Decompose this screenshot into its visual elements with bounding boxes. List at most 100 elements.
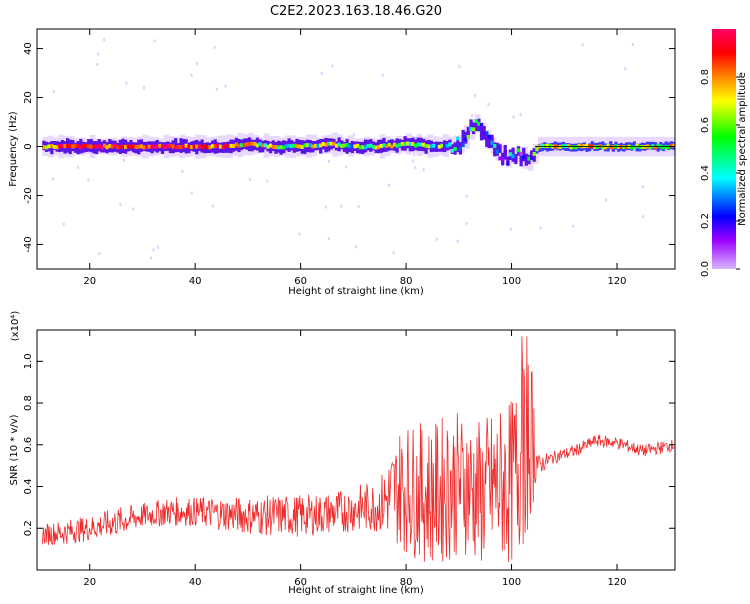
spectrogram-cell — [590, 144, 594, 148]
spectrogram-band — [585, 144, 589, 152]
spectrogram-speck — [422, 168, 425, 172]
spectrogram-cell — [332, 141, 336, 146]
spectrogram-cell — [511, 154, 515, 159]
spectrogram-cell — [387, 142, 391, 147]
spectrogram-cell — [189, 145, 194, 149]
spectrogram-speck — [125, 81, 128, 85]
spectrogram-speck — [298, 232, 301, 236]
spectrogram-cell — [664, 145, 668, 150]
spectrogram-speck — [157, 245, 160, 249]
spectrogram-cell — [102, 143, 107, 148]
spectrogram-cell — [44, 145, 49, 150]
spectrogram-cell — [261, 143, 265, 148]
spectrogram-speck — [539, 226, 542, 230]
spectrogram-cell — [137, 144, 141, 149]
spectrogram-cell — [427, 144, 431, 149]
spectrogram-cell — [569, 145, 573, 150]
spectrogram-cell — [553, 144, 557, 148]
spectrogram-band — [522, 147, 526, 162]
spectrogram-cell — [603, 145, 608, 150]
spectrogram-speck — [572, 224, 575, 228]
colorbar-tick-label: 0.2 — [700, 213, 711, 229]
spectrogram-speck — [509, 227, 512, 231]
spectrogram-cell — [221, 145, 225, 150]
spectrogram-cell — [482, 131, 486, 135]
y-tick-label: 1.0 — [23, 353, 34, 369]
spectrogram-cell — [155, 144, 159, 149]
spectrogram-cell — [118, 145, 122, 149]
spectrogram-cell — [147, 144, 151, 149]
spectrogram-cell — [448, 142, 452, 147]
spectrogram-cell — [92, 144, 96, 149]
snr-panel: 20 40 60 80 100 120 0.2 0.4 0.6 0.8 1.0 Height of … — [9, 311, 676, 596]
spectrogram-cell — [487, 134, 492, 139]
spectrogram-cell — [300, 145, 304, 149]
spectrogram-cell — [200, 145, 204, 150]
spectrogram-speck — [96, 63, 99, 66]
spectrogram-cell — [73, 143, 78, 148]
spectrogram-speck — [52, 90, 55, 94]
spectrogram-cell — [530, 155, 534, 160]
spectrogram-cell — [205, 145, 209, 150]
spectrogram-cell — [374, 145, 378, 150]
spectrogram-cell — [395, 143, 399, 148]
colorbar-tick-label: 0.6 — [700, 117, 711, 133]
spectrogram-cell — [226, 144, 231, 149]
spectrogram-cell — [150, 144, 154, 149]
spectrogram-cell — [52, 145, 57, 149]
spectrogram-cell — [245, 142, 249, 147]
spectrogram-cell — [158, 143, 162, 148]
x-tick-label: 20 — [83, 577, 96, 588]
spectrogram-cell — [477, 121, 481, 126]
spectrogram-cell — [350, 144, 354, 149]
spectrogram-cell — [400, 141, 405, 146]
spectrogram-cell — [174, 145, 178, 150]
spectrogram-cell — [490, 140, 494, 145]
colorbar-tick-label: 0.0 — [700, 261, 711, 277]
spectrogram-cell — [79, 145, 83, 150]
spectrogram-speck — [190, 191, 193, 195]
spectrogram-cell — [327, 141, 331, 146]
y-tick-label: 0.8 — [23, 395, 34, 411]
figure-title: C2E2.2023.163.18.46.G20 — [270, 4, 442, 19]
spectrogram-band — [479, 126, 484, 141]
spectrogram-speck — [77, 165, 80, 169]
spectrogram-speck — [456, 239, 459, 243]
spectrogram-cell — [197, 144, 202, 149]
spectrogram-cell — [609, 145, 613, 150]
snr-xlabel: Height of straight line (km) — [288, 585, 424, 596]
spectrogram-panel: 20 40 60 80 100 120 -40 -20 0 20 40 Height of stra… — [8, 28, 676, 297]
spectrogram-speck — [248, 178, 251, 181]
spectrogram-speck — [413, 153, 416, 157]
spectrogram-speck — [435, 237, 438, 241]
spectrogram-cell — [195, 144, 199, 149]
spectrogram-band — [269, 141, 273, 154]
spectrogram-cell — [348, 144, 352, 149]
spectrogram-band — [469, 119, 473, 132]
spectrogram-cell — [398, 142, 402, 147]
spectrogram-cell — [305, 143, 310, 148]
spectrogram-cell — [577, 143, 581, 148]
spectrogram-cell — [234, 142, 238, 147]
spectrogram-cell — [566, 144, 571, 148]
spectrogram-speck — [465, 194, 468, 198]
spectrogram-cell — [369, 143, 373, 148]
spectrogram-cell — [498, 156, 502, 161]
spectrogram-cell — [622, 145, 626, 150]
y-tick-label: 0.6 — [23, 437, 34, 453]
spectrogram-cell — [274, 145, 278, 149]
spectrogram-cell — [232, 144, 236, 148]
spectrogram-cell — [479, 122, 484, 127]
spectrogram-cell — [129, 145, 133, 149]
spectrogram-cell — [160, 144, 165, 149]
spectrogram-speck — [324, 205, 327, 209]
spectrogram-cell — [406, 141, 410, 146]
x-tick-label: 120 — [607, 577, 626, 588]
spectrogram-cell — [253, 142, 257, 146]
spectrogram-cell — [403, 142, 407, 146]
snr-series-line — [41, 336, 675, 563]
spectrogram-cell — [116, 145, 120, 150]
spectrogram-cell — [271, 145, 275, 149]
spectrogram-speck — [215, 87, 218, 91]
spectrogram-cell — [469, 127, 473, 131]
